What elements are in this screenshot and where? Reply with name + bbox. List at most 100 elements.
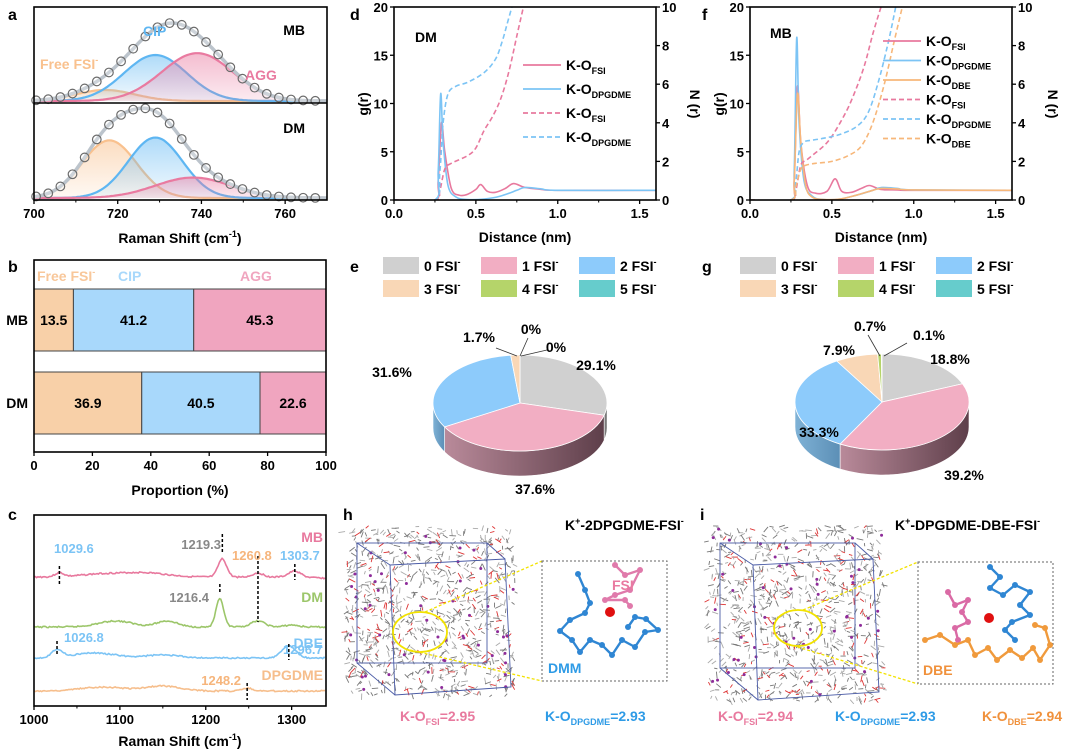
pie-label: 1.7% <box>463 329 495 345</box>
bond <box>406 619 409 623</box>
bond <box>784 690 791 694</box>
bar-value-label: 40.5 <box>187 395 214 411</box>
bond <box>363 564 368 567</box>
legend-label: 0 FSI- <box>424 257 460 274</box>
bond <box>445 565 451 569</box>
fsi-molecule <box>602 562 643 609</box>
bond <box>443 614 446 618</box>
bond <box>722 570 726 575</box>
bond <box>786 556 790 562</box>
bond <box>421 622 425 626</box>
bond <box>810 685 813 690</box>
legend-label: K-OFSI <box>926 33 966 52</box>
data-point <box>43 188 54 199</box>
bond <box>867 579 872 582</box>
bond <box>489 683 496 686</box>
bond <box>395 606 400 611</box>
bond <box>873 621 880 626</box>
bond <box>739 532 746 537</box>
bond <box>460 625 465 631</box>
bond <box>712 595 719 597</box>
bond <box>744 621 749 625</box>
bond <box>826 693 828 699</box>
bond <box>369 607 373 611</box>
y2-tick-label: 10 <box>662 0 676 15</box>
bond <box>364 596 367 602</box>
bond <box>354 668 357 673</box>
bond <box>714 597 717 604</box>
bond <box>436 553 440 556</box>
bond <box>865 688 869 693</box>
bond <box>761 593 765 597</box>
potassium-atom <box>440 685 444 689</box>
bond <box>393 577 399 583</box>
bond <box>473 625 478 630</box>
bond <box>409 651 414 654</box>
bond <box>434 627 441 632</box>
bond <box>378 542 384 548</box>
potassium-atom <box>732 658 736 662</box>
data-point <box>249 82 260 93</box>
bond <box>792 669 798 674</box>
bond <box>731 677 736 680</box>
bond <box>439 568 446 572</box>
bond <box>434 687 439 692</box>
bond <box>345 650 352 656</box>
bond <box>460 684 466 687</box>
bond <box>870 554 874 557</box>
spectrum-label-dpgdme: DPGDME <box>262 667 323 683</box>
bond <box>798 689 804 694</box>
pie-slice-0 <box>519 354 608 416</box>
bond <box>422 636 426 641</box>
bond <box>735 605 740 608</box>
bond <box>486 615 491 618</box>
atom <box>1037 657 1043 663</box>
b-legend-agg: AGG <box>240 268 272 284</box>
bond <box>826 590 829 595</box>
bond <box>482 564 486 571</box>
potassium-ion <box>605 607 615 617</box>
y-tick-label: 5 <box>737 145 744 160</box>
bond <box>706 550 714 553</box>
bond <box>833 530 838 537</box>
bond <box>812 586 817 592</box>
bond <box>788 563 796 568</box>
bond <box>825 605 832 609</box>
y-tick-label: 20 <box>374 0 388 15</box>
bond <box>370 555 374 563</box>
atom <box>567 617 573 623</box>
bond <box>806 599 812 603</box>
x-tick-label: 0 <box>30 458 37 473</box>
fit-area-freefsi <box>34 140 327 198</box>
bond <box>392 568 396 576</box>
bond <box>861 679 865 687</box>
bond <box>816 568 820 573</box>
bond <box>419 581 422 588</box>
bond <box>477 600 483 604</box>
pie-slice-2 <box>794 360 883 445</box>
legend-label: 5 FSI- <box>977 280 1013 297</box>
bond <box>470 560 476 565</box>
bond <box>494 604 502 609</box>
bond <box>814 671 818 676</box>
atom <box>1007 647 1013 653</box>
bond <box>407 574 412 578</box>
bond <box>747 646 751 652</box>
x-tick-label: 0.5 <box>467 206 485 221</box>
bond <box>466 564 469 568</box>
bond <box>824 525 831 528</box>
bond <box>442 530 447 533</box>
bond <box>371 608 376 614</box>
bond <box>863 566 867 571</box>
series-k-o-dbe-n-r- <box>750 7 904 200</box>
atom <box>997 574 1003 580</box>
atom <box>1012 637 1018 643</box>
bond-length-k-o-fsi: K-OFSI=2.95 <box>400 708 475 727</box>
bond <box>380 562 386 570</box>
potassium-atom <box>818 693 822 697</box>
bond <box>376 663 382 667</box>
bond <box>828 600 833 604</box>
potassium-atom <box>403 551 407 555</box>
bond <box>475 641 479 649</box>
